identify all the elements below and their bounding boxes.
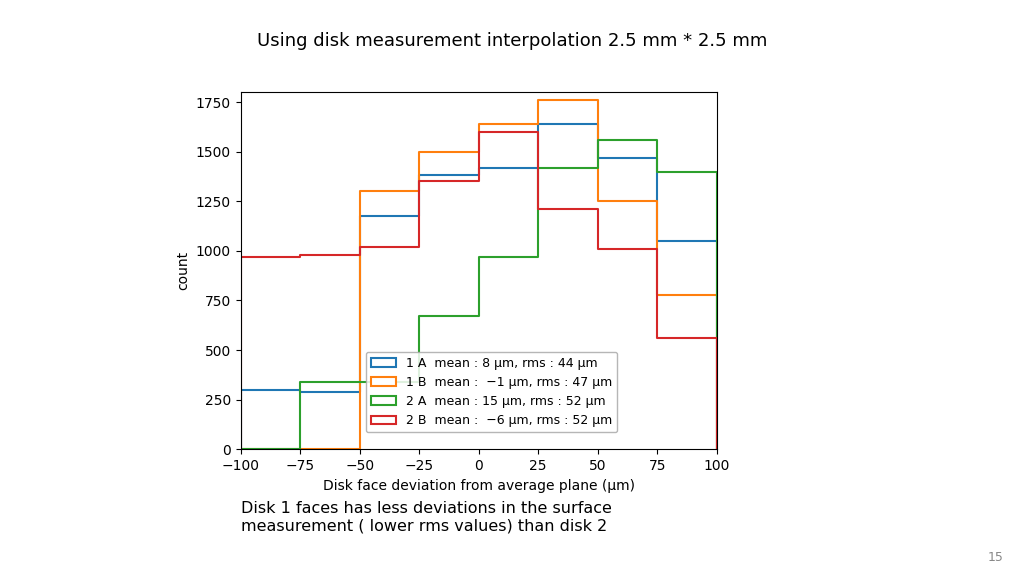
2 A  mean : 15 μm, rms : 52 μm: (75, 1.56e+03): 15 μm, rms : 52 μm: (75, 1.56e+03) [651,137,664,143]
1 A  mean : 8 μm, rms : 44 μm: (25, 1.42e+03): 8 μm, rms : 44 μm: (25, 1.42e+03) [532,164,545,171]
2 B  mean :  −6 μm, rms : 52 μm: (-50, 980): −6 μm, rms : 52 μm: (-50, 980) [353,251,366,258]
1 A  mean : 8 μm, rms : 44 μm: (50, 1.47e+03): 8 μm, rms : 44 μm: (50, 1.47e+03) [592,154,604,161]
1 A  mean : 8 μm, rms : 44 μm: (50, 1.64e+03): 8 μm, rms : 44 μm: (50, 1.64e+03) [592,120,604,127]
2 B  mean :  −6 μm, rms : 52 μm: (-25, 1.35e+03): −6 μm, rms : 52 μm: (-25, 1.35e+03) [413,178,425,185]
1 A  mean : 8 μm, rms : 44 μm: (75, 1.47e+03): 8 μm, rms : 44 μm: (75, 1.47e+03) [651,154,664,161]
1 B  mean :  −1 μm, rms : 47 μm: (25, 1.64e+03): −1 μm, rms : 47 μm: (25, 1.64e+03) [532,120,545,127]
2 A  mean : 15 μm, rms : 52 μm: (-25, 670): 15 μm, rms : 52 μm: (-25, 670) [413,313,425,320]
2 B  mean :  −6 μm, rms : 52 μm: (-100, 0): −6 μm, rms : 52 μm: (-100, 0) [234,446,247,453]
1 A  mean : 8 μm, rms : 44 μm: (25, 1.64e+03): 8 μm, rms : 44 μm: (25, 1.64e+03) [532,120,545,127]
2 B  mean :  −6 μm, rms : 52 μm: (0, 1.35e+03): −6 μm, rms : 52 μm: (0, 1.35e+03) [472,178,485,185]
2 B  mean :  −6 μm, rms : 52 μm: (75, 560): −6 μm, rms : 52 μm: (75, 560) [651,335,664,342]
2 A  mean : 15 μm, rms : 52 μm: (100, 1.4e+03): 15 μm, rms : 52 μm: (100, 1.4e+03) [711,168,723,175]
2 B  mean :  −6 μm, rms : 52 μm: (75, 1.01e+03): −6 μm, rms : 52 μm: (75, 1.01e+03) [651,245,664,252]
2 B  mean :  −6 μm, rms : 52 μm: (100, 0): −6 μm, rms : 52 μm: (100, 0) [711,446,723,453]
2 A  mean : 15 μm, rms : 52 μm: (75, 1.4e+03): 15 μm, rms : 52 μm: (75, 1.4e+03) [651,168,664,175]
1 A  mean : 8 μm, rms : 44 μm: (-50, 290): 8 μm, rms : 44 μm: (-50, 290) [353,388,366,395]
Legend: 1 A  mean : 8 μm, rms : 44 μm, 1 B  mean :  −1 μm, rms : 47 μm, 2 A  mean : 15 μ: 1 A mean : 8 μm, rms : 44 μm, 1 B mean :… [366,351,617,433]
1 B  mean :  −1 μm, rms : 47 μm: (-50, 0): −1 μm, rms : 47 μm: (-50, 0) [353,446,366,453]
2 B  mean :  −6 μm, rms : 52 μm: (100, 560): −6 μm, rms : 52 μm: (100, 560) [711,335,723,342]
2 B  mean :  −6 μm, rms : 52 μm: (50, 1.21e+03): −6 μm, rms : 52 μm: (50, 1.21e+03) [592,206,604,213]
2 A  mean : 15 μm, rms : 52 μm: (50, 1.42e+03): 15 μm, rms : 52 μm: (50, 1.42e+03) [592,164,604,171]
2 B  mean :  −6 μm, rms : 52 μm: (25, 1.21e+03): −6 μm, rms : 52 μm: (25, 1.21e+03) [532,206,545,213]
Y-axis label: count: count [176,251,190,290]
2 B  mean :  −6 μm, rms : 52 μm: (25, 1.6e+03): −6 μm, rms : 52 μm: (25, 1.6e+03) [532,128,545,135]
Text: Using disk measurement interpolation 2.5 mm * 2.5 mm: Using disk measurement interpolation 2.5… [257,32,767,50]
Line: 2 A  mean : 15 μm, rms : 52 μm: 2 A mean : 15 μm, rms : 52 μm [241,140,717,449]
X-axis label: Disk face deviation from average plane (μm): Disk face deviation from average plane (… [323,479,635,492]
2 A  mean : 15 μm, rms : 52 μm: (100, 0): 15 μm, rms : 52 μm: (100, 0) [711,446,723,453]
1 A  mean : 8 μm, rms : 44 μm: (-50, 1.18e+03): 8 μm, rms : 44 μm: (-50, 1.18e+03) [353,213,366,219]
1 B  mean :  −1 μm, rms : 47 μm: (75, 1.25e+03): −1 μm, rms : 47 μm: (75, 1.25e+03) [651,198,664,204]
1 B  mean :  −1 μm, rms : 47 μm: (-75, 0): −1 μm, rms : 47 μm: (-75, 0) [294,446,306,453]
2 B  mean :  −6 μm, rms : 52 μm: (-25, 1.02e+03): −6 μm, rms : 52 μm: (-25, 1.02e+03) [413,244,425,251]
2 B  mean :  −6 μm, rms : 52 μm: (-75, 970): −6 μm, rms : 52 μm: (-75, 970) [294,253,306,260]
2 B  mean :  −6 μm, rms : 52 μm: (-50, 1.02e+03): −6 μm, rms : 52 μm: (-50, 1.02e+03) [353,244,366,251]
1 A  mean : 8 μm, rms : 44 μm: (100, 1.05e+03): 8 μm, rms : 44 μm: (100, 1.05e+03) [711,237,723,244]
1 B  mean :  −1 μm, rms : 47 μm: (-50, 1.3e+03): −1 μm, rms : 47 μm: (-50, 1.3e+03) [353,188,366,195]
2 A  mean : 15 μm, rms : 52 μm: (0, 970): 15 μm, rms : 52 μm: (0, 970) [472,253,485,260]
1 B  mean :  −1 μm, rms : 47 μm: (0, 1.64e+03): −1 μm, rms : 47 μm: (0, 1.64e+03) [472,120,485,127]
1 B  mean :  −1 μm, rms : 47 μm: (-25, 1.3e+03): −1 μm, rms : 47 μm: (-25, 1.3e+03) [413,188,425,195]
2 B  mean :  −6 μm, rms : 52 μm: (-100, 970): −6 μm, rms : 52 μm: (-100, 970) [234,253,247,260]
1 B  mean :  −1 μm, rms : 47 μm: (0, 1.5e+03): −1 μm, rms : 47 μm: (0, 1.5e+03) [472,148,485,155]
2 A  mean : 15 μm, rms : 52 μm: (-75, 340): 15 μm, rms : 52 μm: (-75, 340) [294,378,306,385]
1 A  mean : 8 μm, rms : 44 μm: (75, 1.05e+03): 8 μm, rms : 44 μm: (75, 1.05e+03) [651,237,664,244]
2 A  mean : 15 μm, rms : 52 μm: (-25, 340): 15 μm, rms : 52 μm: (-25, 340) [413,378,425,385]
1 A  mean : 8 μm, rms : 44 μm: (0, 1.38e+03): 8 μm, rms : 44 μm: (0, 1.38e+03) [472,172,485,179]
2 A  mean : 15 μm, rms : 52 μm: (-50, 340): 15 μm, rms : 52 μm: (-50, 340) [353,378,366,385]
1 B  mean :  −1 μm, rms : 47 μm: (-100, 0): −1 μm, rms : 47 μm: (-100, 0) [234,446,247,453]
2 A  mean : 15 μm, rms : 52 μm: (-100, 0): 15 μm, rms : 52 μm: (-100, 0) [234,446,247,453]
Line: 1 B  mean :  −1 μm, rms : 47 μm: 1 B mean : −1 μm, rms : 47 μm [241,100,717,449]
2 A  mean : 15 μm, rms : 52 μm: (-100, 0): 15 μm, rms : 52 μm: (-100, 0) [234,446,247,453]
1 A  mean : 8 μm, rms : 44 μm: (-25, 1.38e+03): 8 μm, rms : 44 μm: (-25, 1.38e+03) [413,172,425,179]
1 A  mean : 8 μm, rms : 44 μm: (-100, 300): 8 μm, rms : 44 μm: (-100, 300) [234,386,247,393]
Text: 15: 15 [987,551,1004,564]
1 B  mean :  −1 μm, rms : 47 μm: (-75, 0): −1 μm, rms : 47 μm: (-75, 0) [294,446,306,453]
2 B  mean :  −6 μm, rms : 52 μm: (0, 1.6e+03): −6 μm, rms : 52 μm: (0, 1.6e+03) [472,128,485,135]
1 B  mean :  −1 μm, rms : 47 μm: (50, 1.25e+03): −1 μm, rms : 47 μm: (50, 1.25e+03) [592,198,604,204]
Text: Disk 1 faces has less deviations in the surface
measurement ( lower rms values) : Disk 1 faces has less deviations in the … [241,501,611,533]
2 A  mean : 15 μm, rms : 52 μm: (-50, 340): 15 μm, rms : 52 μm: (-50, 340) [353,378,366,385]
1 B  mean :  −1 μm, rms : 47 μm: (100, 0): −1 μm, rms : 47 μm: (100, 0) [711,446,723,453]
2 A  mean : 15 μm, rms : 52 μm: (25, 1.42e+03): 15 μm, rms : 52 μm: (25, 1.42e+03) [532,164,545,171]
1 A  mean : 8 μm, rms : 44 μm: (-100, 0): 8 μm, rms : 44 μm: (-100, 0) [234,446,247,453]
2 A  mean : 15 μm, rms : 52 μm: (-75, 0): 15 μm, rms : 52 μm: (-75, 0) [294,446,306,453]
Line: 1 A  mean : 8 μm, rms : 44 μm: 1 A mean : 8 μm, rms : 44 μm [241,124,717,449]
1 B  mean :  −1 μm, rms : 47 μm: (-100, 0): −1 μm, rms : 47 μm: (-100, 0) [234,446,247,453]
2 B  mean :  −6 μm, rms : 52 μm: (-75, 980): −6 μm, rms : 52 μm: (-75, 980) [294,251,306,258]
2 A  mean : 15 μm, rms : 52 μm: (0, 670): 15 μm, rms : 52 μm: (0, 670) [472,313,485,320]
2 A  mean : 15 μm, rms : 52 μm: (25, 970): 15 μm, rms : 52 μm: (25, 970) [532,253,545,260]
1 A  mean : 8 μm, rms : 44 μm: (0, 1.42e+03): 8 μm, rms : 44 μm: (0, 1.42e+03) [472,164,485,171]
1 B  mean :  −1 μm, rms : 47 μm: (25, 1.76e+03): −1 μm, rms : 47 μm: (25, 1.76e+03) [532,97,545,104]
1 A  mean : 8 μm, rms : 44 μm: (-25, 1.18e+03): 8 μm, rms : 44 μm: (-25, 1.18e+03) [413,213,425,219]
1 B  mean :  −1 μm, rms : 47 μm: (-25, 1.5e+03): −1 μm, rms : 47 μm: (-25, 1.5e+03) [413,148,425,155]
2 B  mean :  −6 μm, rms : 52 μm: (50, 1.01e+03): −6 μm, rms : 52 μm: (50, 1.01e+03) [592,245,604,252]
1 B  mean :  −1 μm, rms : 47 μm: (75, 780): −1 μm, rms : 47 μm: (75, 780) [651,291,664,298]
1 B  mean :  −1 μm, rms : 47 μm: (100, 780): −1 μm, rms : 47 μm: (100, 780) [711,291,723,298]
1 A  mean : 8 μm, rms : 44 μm: (-75, 300): 8 μm, rms : 44 μm: (-75, 300) [294,386,306,393]
1 A  mean : 8 μm, rms : 44 μm: (100, 0): 8 μm, rms : 44 μm: (100, 0) [711,446,723,453]
2 A  mean : 15 μm, rms : 52 μm: (50, 1.56e+03): 15 μm, rms : 52 μm: (50, 1.56e+03) [592,137,604,143]
1 B  mean :  −1 μm, rms : 47 μm: (50, 1.76e+03): −1 μm, rms : 47 μm: (50, 1.76e+03) [592,97,604,104]
Line: 2 B  mean :  −6 μm, rms : 52 μm: 2 B mean : −6 μm, rms : 52 μm [241,132,717,449]
1 A  mean : 8 μm, rms : 44 μm: (-75, 290): 8 μm, rms : 44 μm: (-75, 290) [294,388,306,395]
